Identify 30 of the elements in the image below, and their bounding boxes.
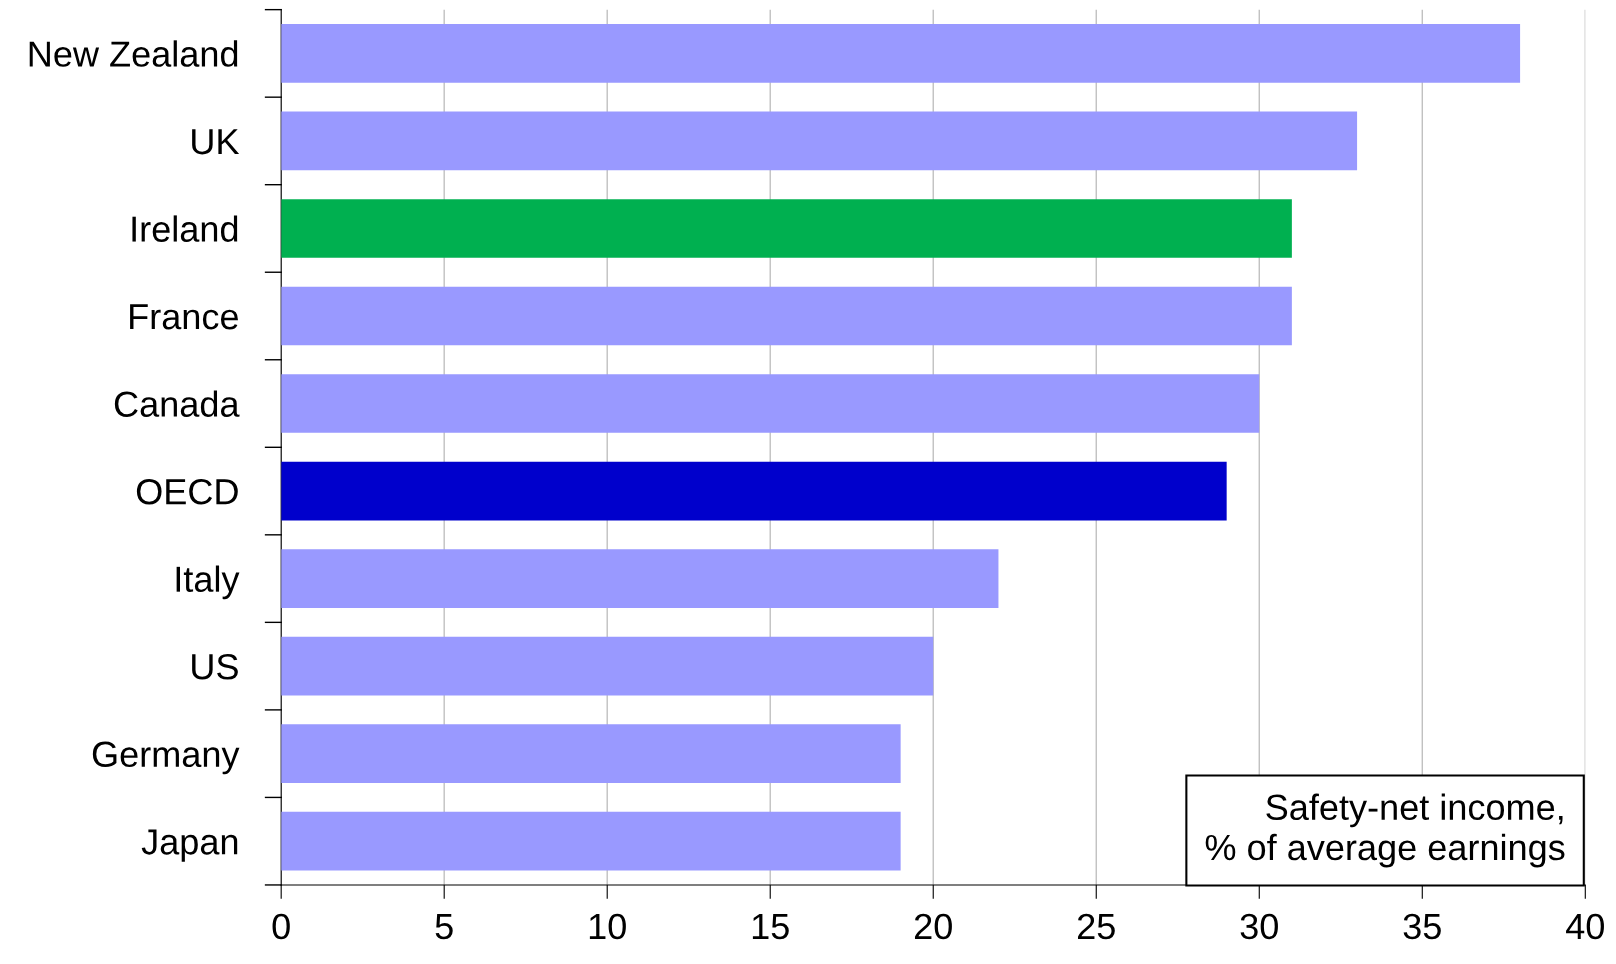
y-tick-label: Germany <box>92 741 240 775</box>
bar <box>281 811 901 871</box>
bar <box>281 286 1292 346</box>
bar <box>281 24 1521 83</box>
x-tick-label: 25 <box>1077 913 1115 940</box>
x-tick-label: 20 <box>914 913 952 940</box>
y-tick-label: Canada <box>114 390 240 417</box>
y-tick-label: New Zealand <box>29 40 238 67</box>
y-tick-label: France <box>130 304 238 330</box>
x-tick-label: 5 <box>435 914 453 940</box>
x-tick-label: 30 <box>1240 913 1278 940</box>
bar <box>281 374 1260 433</box>
y-tick-label: UK <box>192 129 240 155</box>
x-tick-label: 40 <box>1566 913 1604 940</box>
bar <box>281 549 999 608</box>
x-tick-label: 0 <box>272 913 290 940</box>
y-tick-label: Italy <box>176 565 240 600</box>
bar <box>281 111 1358 171</box>
x-tick-label: 10 <box>589 913 626 940</box>
y-tick-label: Ireland <box>132 215 238 242</box>
bar <box>281 461 1227 521</box>
x-tick-label: 15 <box>752 914 789 940</box>
y-tick-label: US <box>192 653 238 680</box>
y-tick-label: Japan <box>141 829 238 862</box>
annotation: Safety-net income, % of average earnings <box>1205 793 1565 868</box>
x-tick-label: 35 <box>1403 913 1441 940</box>
bar <box>281 636 934 696</box>
bar <box>281 724 901 783</box>
y-tick-label: OECD <box>136 478 238 505</box>
bar <box>281 199 1292 258</box>
